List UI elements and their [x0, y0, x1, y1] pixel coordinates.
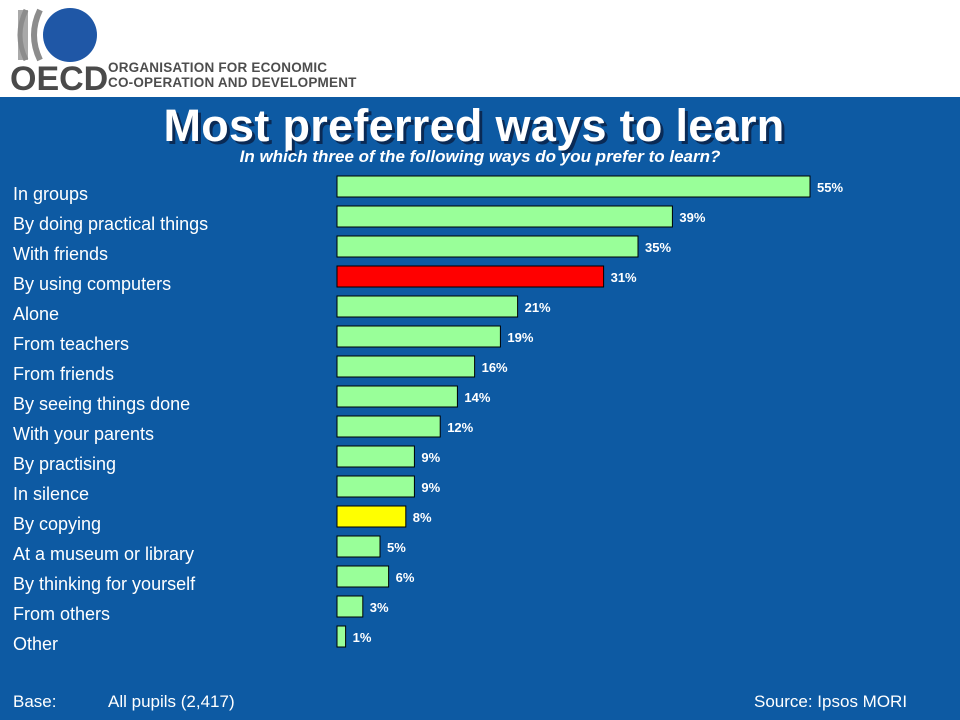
chart-subtitle: In which three of the following ways do … — [239, 147, 721, 166]
category-label: From others — [13, 604, 111, 624]
data-label: 14% — [464, 390, 490, 405]
bar — [336, 595, 364, 618]
data-label: 16% — [482, 360, 508, 375]
data-label: 12% — [447, 420, 473, 435]
category-label: By doing practical things — [13, 214, 209, 234]
data-label: 9% — [421, 480, 440, 495]
category-label: In groups — [13, 184, 89, 204]
category-label: By thinking for yourself — [13, 574, 196, 594]
bar — [336, 325, 501, 348]
data-label: 21% — [525, 300, 551, 315]
data-label: 6% — [396, 570, 415, 585]
category-label: In silence — [13, 484, 90, 504]
category-label: With friends — [13, 244, 109, 264]
oecd-logo: OECD — [10, 8, 108, 94]
data-label: 5% — [387, 540, 406, 555]
bar — [336, 385, 458, 408]
bar — [336, 475, 415, 498]
category-label: Alone — [13, 304, 60, 324]
data-label: 39% — [679, 210, 705, 225]
org-line-1: ORGANISATION FOR ECONOMIC — [108, 60, 328, 75]
category-label: From friends — [13, 364, 115, 384]
data-label: 19% — [507, 330, 533, 345]
bar — [336, 535, 381, 558]
base-value: All pupils (2,417) — [108, 692, 235, 711]
bar — [336, 355, 476, 378]
slide-body — [0, 97, 960, 720]
data-label: 9% — [421, 450, 440, 465]
category-label: By seeing things done — [13, 394, 191, 414]
svg-text:OECD: OECD — [10, 60, 108, 94]
base-label: Base: — [13, 692, 57, 711]
chart-title: Most preferred ways to learn — [163, 100, 785, 151]
data-label: 1% — [353, 630, 372, 645]
org-line-2: CO-OPERATION AND DEVELOPMENT — [108, 75, 357, 90]
category-label: With your parents — [13, 424, 155, 444]
category-label: From teachers — [13, 334, 130, 354]
category-label: Other — [13, 634, 59, 654]
category-label: At a museum or library — [13, 544, 195, 564]
bar — [336, 445, 415, 468]
data-label: 31% — [611, 270, 637, 285]
bar — [336, 505, 407, 528]
bar — [336, 295, 519, 318]
bar — [336, 565, 390, 588]
header: OECD ORGANISATION FOR ECONOMIC CO-OPERAT… — [0, 0, 960, 97]
category-label: By using computers — [13, 274, 172, 294]
bar — [336, 235, 639, 258]
bar — [336, 265, 605, 288]
data-label: 55% — [817, 180, 843, 195]
bar — [336, 415, 441, 438]
bar — [336, 205, 673, 228]
data-label: 8% — [413, 510, 432, 525]
data-label: 3% — [370, 600, 389, 615]
organisation-name: ORGANISATION FOR ECONOMIC CO-OPERATION A… — [108, 60, 357, 90]
bar — [336, 175, 811, 198]
category-label: By practising — [13, 454, 117, 474]
data-label: 35% — [645, 240, 671, 255]
bar — [336, 625, 347, 648]
category-label: By copying — [13, 514, 102, 534]
source-note: Source: Ipsos MORI — [754, 692, 908, 711]
